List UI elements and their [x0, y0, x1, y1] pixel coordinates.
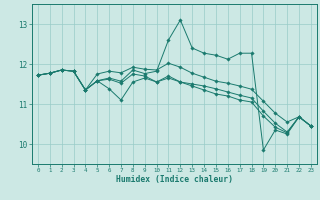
X-axis label: Humidex (Indice chaleur): Humidex (Indice chaleur) [116, 175, 233, 184]
